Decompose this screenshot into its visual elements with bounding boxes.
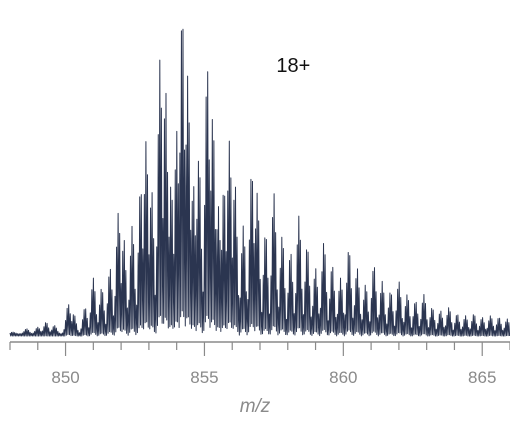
x-ticks [10,342,510,356]
x-tick-labels: 850 855 860 865 [51,368,496,387]
x-axis-label: m/z [240,396,271,417]
charge-state-annotation: 18+ [276,55,310,77]
x-tick-label: 850 [51,368,79,387]
spectrum-trace [10,29,510,336]
x-tick-label: 860 [329,368,357,387]
x-tick-label: 855 [190,368,218,387]
plot-area [10,29,510,336]
x-tick-label: 865 [468,368,496,387]
x-axis: 850 855 860 865 [10,342,510,387]
